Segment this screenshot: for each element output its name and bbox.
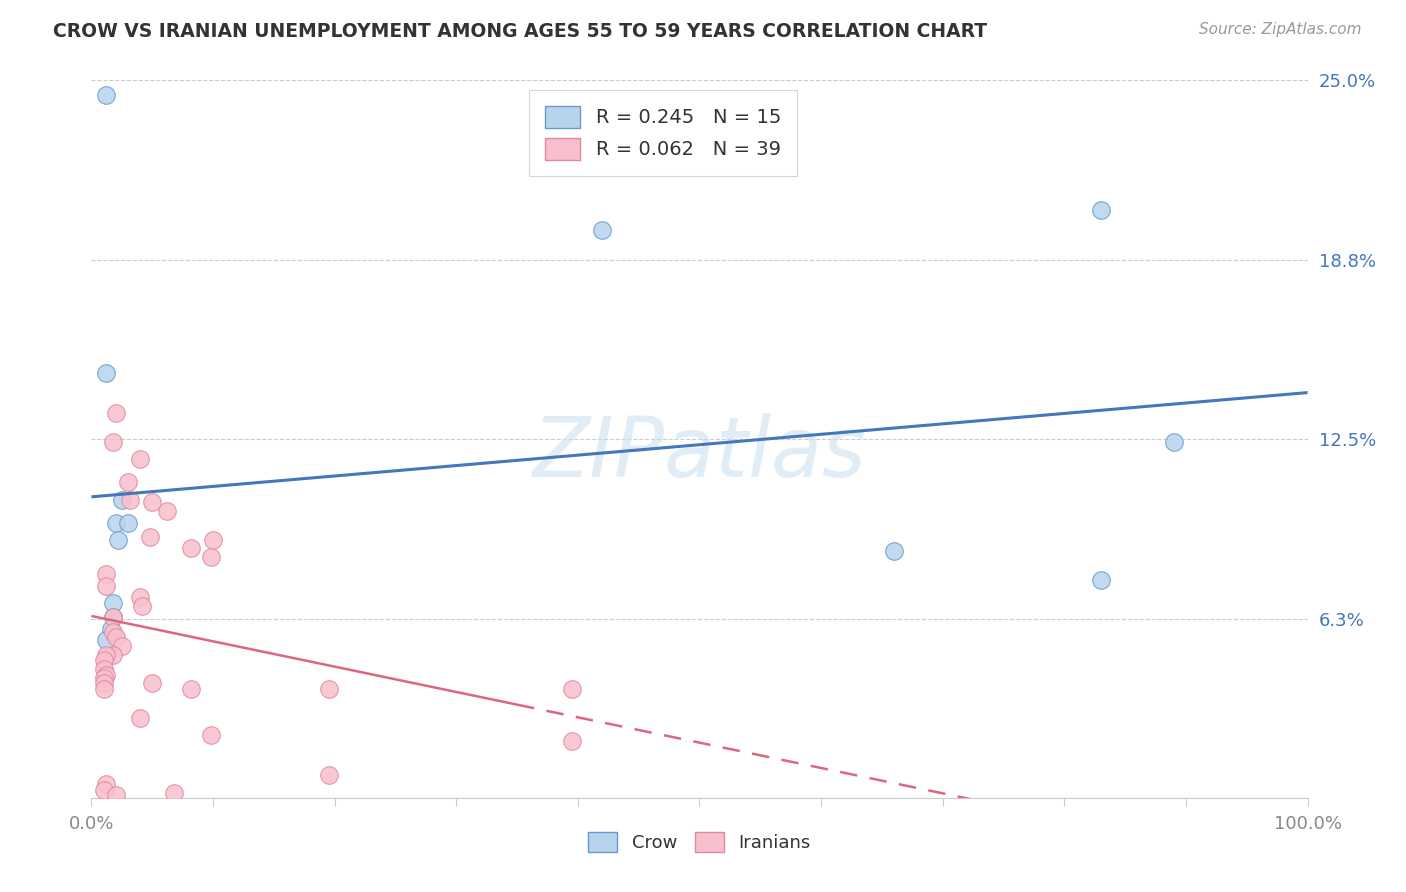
Point (104, 407, 127, 421)
Point (180, 682, 202, 697)
Point (93, 653, 115, 667)
Point (117, 516, 139, 530)
Point (180, 541, 202, 556)
Point (131, 599, 153, 613)
Point (103, 610, 125, 624)
Point (94, 633, 117, 648)
Point (200, 550, 222, 565)
Point (1090, 202, 1112, 217)
Point (883, 544, 905, 558)
Point (318, 682, 340, 697)
Point (129, 591, 152, 605)
Point (103, 610, 125, 624)
Point (202, 533, 225, 547)
Point (104, 516, 127, 530)
Point (111, 492, 134, 507)
Point (94, 668, 117, 682)
Point (107, 533, 129, 547)
Point (129, 711, 152, 725)
Text: CROW VS IRANIAN UNEMPLOYMENT AMONG AGES 55 TO 59 YEARS CORRELATION CHART: CROW VS IRANIAN UNEMPLOYMENT AMONG AGES … (53, 22, 987, 41)
Point (200, 728, 222, 742)
Text: Source: ZipAtlas.com: Source: ZipAtlas.com (1198, 22, 1361, 37)
Point (156, 504, 179, 518)
Point (103, 596, 125, 610)
Point (139, 530, 162, 544)
Point (1163, 435, 1185, 450)
Point (141, 676, 163, 690)
Point (103, 435, 125, 450)
Point (318, 768, 340, 782)
Point (94, 777, 117, 791)
Point (93, 662, 115, 676)
Point (117, 475, 139, 490)
Point (103, 648, 125, 662)
Point (561, 682, 583, 697)
Point (94, 366, 117, 380)
Point (93, 671, 115, 685)
Point (111, 639, 134, 653)
Point (141, 495, 163, 509)
Point (94, 579, 117, 593)
Point (104, 631, 127, 645)
Point (93, 676, 115, 690)
Point (94, 648, 117, 662)
Point (120, 492, 142, 507)
Point (103, 624, 125, 639)
Point (94, 87, 117, 102)
Point (93, 682, 115, 697)
Point (591, 222, 613, 236)
Point (1090, 573, 1112, 587)
Legend: Crow, Iranians: Crow, Iranians (579, 823, 820, 861)
Point (94, 567, 117, 582)
Text: ZIPatlas: ZIPatlas (533, 413, 866, 494)
Point (93, 782, 115, 797)
Point (561, 734, 583, 748)
Point (100, 622, 122, 636)
Point (104, 789, 127, 803)
Point (129, 452, 152, 467)
Point (163, 786, 186, 800)
